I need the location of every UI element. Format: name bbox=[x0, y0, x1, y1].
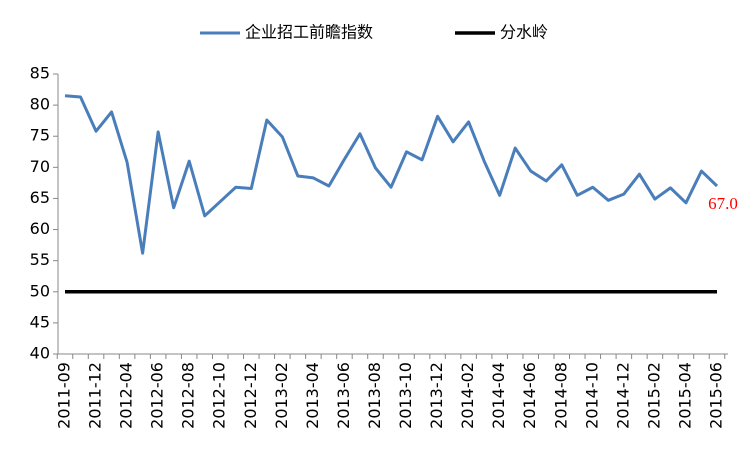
x-tick-label: 2012-12 bbox=[241, 362, 260, 429]
x-tick-label: 2015-06 bbox=[707, 362, 726, 429]
y-tick-label: 60 bbox=[30, 219, 50, 238]
y-tick-label: 80 bbox=[30, 95, 50, 114]
x-tick-label: 2014-04 bbox=[489, 362, 508, 429]
x-tick-label: 2012-06 bbox=[148, 362, 167, 429]
legend-label: 分水岭 bbox=[500, 23, 548, 42]
y-tick-label: 50 bbox=[30, 281, 50, 300]
x-tick-label: 2014-08 bbox=[551, 362, 570, 429]
y-tick-label: 85 bbox=[30, 64, 50, 83]
x-tick-label: 2014-10 bbox=[582, 362, 601, 429]
y-tick-label: 70 bbox=[30, 157, 50, 176]
data-label: 67.0 bbox=[708, 194, 738, 213]
x-tick-label: 2012-10 bbox=[210, 362, 229, 429]
y-tick-label: 40 bbox=[30, 344, 50, 363]
y-tick-label: 75 bbox=[30, 126, 50, 145]
x-tick-label: 2012-04 bbox=[117, 362, 136, 429]
x-tick-label: 2013-10 bbox=[396, 362, 415, 429]
x-tick-label: 2011-12 bbox=[86, 362, 105, 429]
y-tick-label: 55 bbox=[30, 250, 50, 269]
series-line bbox=[64, 94, 719, 255]
x-tick-label: 2013-04 bbox=[303, 362, 322, 429]
x-tick-label: 2014-02 bbox=[458, 362, 477, 429]
x-tick-label: 2014-12 bbox=[613, 362, 632, 429]
x-tick-label: 2015-02 bbox=[644, 362, 663, 429]
x-tick-label: 2011-09 bbox=[55, 362, 74, 429]
x-tick-label: 2012-08 bbox=[179, 362, 198, 429]
x-tick-label: 2013-12 bbox=[427, 362, 446, 429]
x-tick-label: 2013-08 bbox=[365, 362, 384, 429]
y-tick-label: 65 bbox=[30, 188, 50, 207]
x-tick-label: 2015-04 bbox=[675, 362, 694, 429]
x-tick-label: 2014-06 bbox=[520, 362, 539, 429]
x-tick-label: 2013-02 bbox=[272, 362, 291, 429]
y-tick-label: 45 bbox=[30, 312, 50, 331]
legend-label: 企业招工前瞻指数 bbox=[245, 23, 373, 42]
x-tick-label: 2013-06 bbox=[334, 362, 353, 429]
